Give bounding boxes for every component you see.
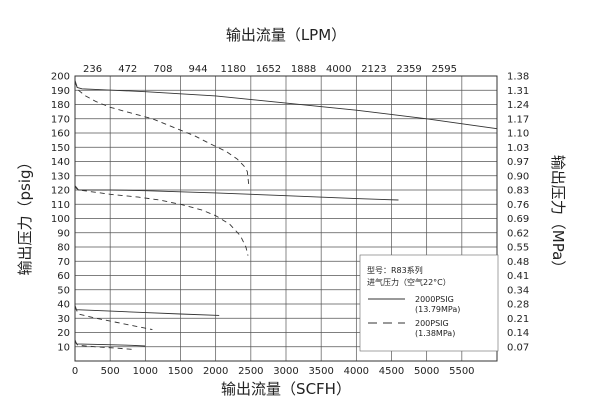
legend-title-1: 型号：R83系列 xyxy=(367,265,423,275)
right-tick-label: 0.83 xyxy=(507,186,529,197)
y-tick-label: 10 xyxy=(57,342,70,353)
x-tick-label: 0 xyxy=(72,366,78,377)
y-tick-label: 140 xyxy=(51,157,70,168)
right-tick-label: 1.38 xyxy=(507,72,529,83)
right-tick-label: 1.10 xyxy=(507,129,529,140)
top-tick-label: 708 xyxy=(153,64,172,75)
top-tick-label: 1888 xyxy=(291,64,316,75)
right-tick-label: 1.31 xyxy=(507,86,529,97)
y-tick-label: 190 xyxy=(51,86,70,97)
top-tick-label: 2123 xyxy=(361,64,386,75)
x-tick-label: 4500 xyxy=(379,366,404,377)
right-tick-label: 1.03 xyxy=(507,143,529,154)
bottom-axis-title: 输出流量（SCFH） xyxy=(221,380,351,398)
solid-series-line-1 xyxy=(74,80,498,130)
top-tick-label: 1652 xyxy=(256,64,281,75)
legend-box xyxy=(359,254,499,352)
right-tick-label: 0.28 xyxy=(507,300,529,311)
right-tick-label: 0.69 xyxy=(507,214,529,225)
right-axis-title: 输出压力（MPa） xyxy=(549,155,567,276)
right-tick-label: 0.48 xyxy=(507,257,529,268)
right-tick-label: 0.07 xyxy=(507,342,529,353)
y-tick-label: 180 xyxy=(51,100,70,111)
right-tick-label: 0.21 xyxy=(507,314,529,325)
left-axis-title: 输出压力（psig） xyxy=(16,154,34,275)
x-tick-label: 5500 xyxy=(449,366,474,377)
legend-solid-sublabel: (13.79MPa) xyxy=(415,305,460,314)
right-tick-label: 1.24 xyxy=(507,100,529,111)
dashed-series-line-2 xyxy=(74,81,250,185)
x-tick-label: 3500 xyxy=(308,366,333,377)
legend: 型号：R83系列 进气压力（空气22°C） 2000PSIG (13.79MPa… xyxy=(359,254,499,352)
right-tick-label: 0.55 xyxy=(507,243,529,254)
y-tick-label: 150 xyxy=(51,143,70,154)
x-tick-label: 4000 xyxy=(344,366,369,377)
top-tick-label: 2595 xyxy=(432,64,457,75)
legend-solid-label: 2000PSIG xyxy=(415,295,454,304)
y-tick-label: 120 xyxy=(51,186,70,197)
right-tick-label: 0.41 xyxy=(507,271,529,282)
y-tick-label: 40 xyxy=(57,300,70,311)
top-tick-label: 236 xyxy=(83,64,102,75)
series-layer xyxy=(74,80,498,351)
top-tick-label: 2359 xyxy=(396,64,421,75)
y-tick-label: 30 xyxy=(57,314,70,325)
x-tick-label: 1500 xyxy=(168,366,193,377)
y-tick-label: 200 xyxy=(51,72,70,83)
right-tick-label: 0.97 xyxy=(507,157,529,168)
y-tick-label: 160 xyxy=(51,129,70,140)
y-tick-label: 50 xyxy=(57,285,70,296)
top-axis-title: 输出流量（LPM） xyxy=(226,26,346,44)
x-tick-label: 1000 xyxy=(133,366,158,377)
y-tick-label: 80 xyxy=(57,243,70,254)
dashed-series-line-4 xyxy=(74,185,249,256)
plot-frame xyxy=(74,75,498,362)
x-tick-label: 500 xyxy=(101,366,120,377)
x-tick-label: 5000 xyxy=(414,366,439,377)
x-tick-label: 2000 xyxy=(203,366,228,377)
x-tick-label: 2500 xyxy=(238,366,263,377)
y-tick-label: 100 xyxy=(51,214,70,225)
right-tick-label: 0.34 xyxy=(507,285,529,296)
top-tick-label: 4000 xyxy=(326,64,351,75)
y-tick-label: 130 xyxy=(51,171,70,182)
dashed-series-line-6 xyxy=(74,306,153,331)
tick-labels: 0 500 1000 1500 2000 2500 3000 3500 4000 4500 5000… xyxy=(51,64,529,377)
top-tick-label: 472 xyxy=(118,64,137,75)
dashed-series-line-8 xyxy=(74,340,135,351)
y-tick-label: 70 xyxy=(57,257,70,268)
y-tick-label: 110 xyxy=(51,200,70,211)
right-tick-label: 0.76 xyxy=(507,200,529,211)
right-tick-label: 0.62 xyxy=(507,228,529,239)
legend-dashed-label: 200PSIG xyxy=(415,319,449,328)
legend-dashed-sublabel: (1.38MPa) xyxy=(415,329,455,338)
top-tick-label: 1180 xyxy=(221,64,246,75)
right-tick-label: 0.90 xyxy=(507,171,529,182)
top-tick-label: 944 xyxy=(189,64,208,75)
y-tick-label: 170 xyxy=(51,114,70,125)
x-tick-label: 3000 xyxy=(273,366,298,377)
solid-series-line-3 xyxy=(74,186,399,201)
y-tick-label: 60 xyxy=(57,271,70,282)
right-tick-label: 1.17 xyxy=(507,114,529,125)
legend-title-2: 进气压力（空气22°C） xyxy=(367,277,451,287)
y-tick-label: 90 xyxy=(57,228,70,239)
y-tick-label: 20 xyxy=(57,328,70,339)
right-tick-label: 0.14 xyxy=(507,328,529,339)
